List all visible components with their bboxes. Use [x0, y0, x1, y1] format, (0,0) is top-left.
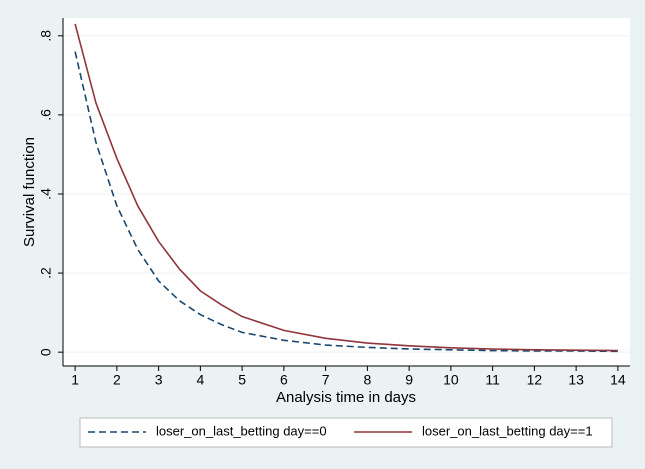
legend — [79, 417, 613, 448]
y-tick-label: .6 — [38, 109, 54, 121]
x-tick-label: 11 — [485, 372, 500, 388]
legend-label: loser_on_last_betting day==1 — [422, 423, 593, 438]
legend-label: loser_on_last_betting day==0 — [156, 423, 327, 438]
x-tick-label: 14 — [610, 372, 626, 388]
series-line — [74, 51, 618, 353]
x-tick-label: 8 — [363, 372, 371, 388]
x-tick-label: 10 — [443, 372, 459, 388]
x-tick-label: 13 — [568, 372, 584, 388]
x-tick-label: 3 — [155, 372, 163, 388]
plot-area — [63, 18, 630, 366]
y-tick-label: 0 — [38, 348, 54, 356]
x-tick-label: 2 — [113, 372, 121, 388]
x-tick-label: 12 — [527, 372, 543, 388]
x-tick-label: 5 — [238, 372, 246, 388]
x-axis-title: Analysis time in days — [276, 389, 416, 406]
x-tick-label: 6 — [280, 372, 288, 388]
y-axis-title: Survival function — [21, 137, 38, 247]
y-tick-label: .2 — [38, 267, 54, 279]
x-tick-label: 4 — [196, 372, 204, 388]
y-tick-label: .8 — [38, 30, 54, 42]
series-line — [74, 23, 618, 352]
x-tick-label: 1 — [71, 372, 79, 388]
y-tick-label: .4 — [38, 188, 54, 200]
x-tick-label: 7 — [322, 372, 330, 388]
x-tick-label: 9 — [405, 372, 413, 388]
